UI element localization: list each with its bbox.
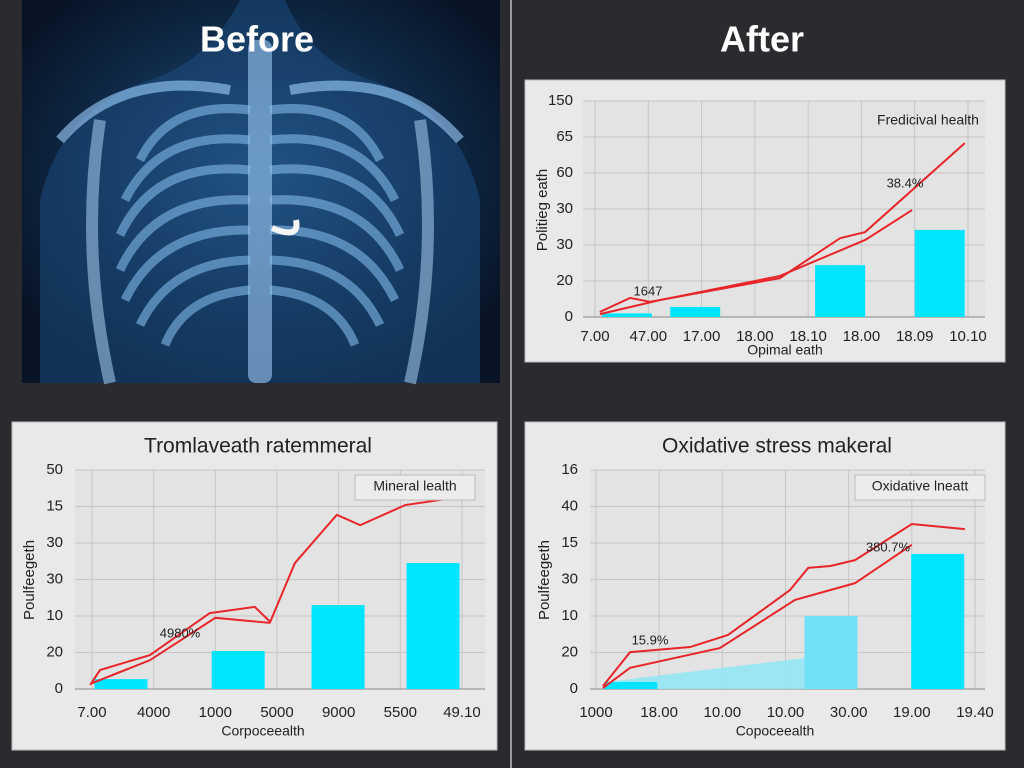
bar	[94, 679, 148, 689]
x-tick-label: 18.10	[789, 328, 827, 345]
annotation: 380.7%	[866, 539, 911, 554]
x-tick-label: 7.00	[580, 328, 609, 345]
y-tick-label: 30	[556, 236, 573, 253]
x-tick-label: 18.09	[896, 328, 934, 345]
x-tick-label: 1000	[199, 704, 232, 721]
chart-title: Tromlaveath ratemmeral	[144, 435, 372, 458]
annotation: 38.4%	[887, 175, 924, 190]
chart: 0 20 10 30 15 40 16 1000 18.00 10.00 10.00 30.00 19.…	[524, 421, 1006, 751]
x-tick-label: 1000	[579, 704, 612, 721]
y-tick-label: 15	[561, 534, 578, 551]
annotation: 15.9%	[632, 632, 669, 647]
y-tick-label: 50	[46, 461, 63, 478]
legend-box	[354, 474, 476, 501]
bar	[604, 682, 658, 689]
annotation: 4980%	[160, 625, 201, 640]
line	[602, 543, 913, 689]
y-tick-label: 30	[561, 570, 578, 587]
x-tick-label: 10.10	[949, 328, 987, 345]
y-axis-label: Poulfeegeth	[536, 540, 553, 620]
x-tick-label: 49.10	[443, 704, 481, 721]
x-tick-label: 4000	[137, 704, 170, 721]
bar	[311, 605, 365, 689]
x-tick-label: 18.00	[640, 704, 678, 721]
y-tick-label: 0	[565, 308, 573, 325]
bar	[914, 229, 965, 317]
area	[604, 657, 806, 689]
bar	[406, 563, 460, 689]
legend-label: Mineral lealth	[373, 478, 456, 494]
line	[602, 522, 965, 687]
x-tick-label: 18.00	[736, 328, 774, 345]
y-tick-label: 60	[556, 164, 573, 181]
line	[599, 142, 966, 313]
x-tick-label: 5000	[260, 704, 293, 721]
y-tick-label: 30	[556, 200, 573, 217]
bar	[670, 306, 721, 317]
y-tick-label: 30	[46, 534, 63, 551]
x-tick-label: 7.00	[77, 704, 106, 721]
heading: Before	[200, 19, 314, 60]
x-tick-label: 19.40	[956, 704, 994, 721]
x-axis-label: Opimal eath	[747, 342, 822, 358]
bar	[211, 651, 265, 689]
xray-image	[22, 0, 500, 385]
chart-title: Oxidative stress makeral	[662, 435, 892, 458]
y-tick-label: 65	[556, 128, 573, 145]
bar	[815, 265, 866, 317]
x-tick-label: 9000	[322, 704, 355, 721]
bar	[804, 616, 858, 689]
y-tick-label: 15	[46, 497, 63, 514]
y-tick-label: 10	[561, 607, 578, 624]
heading: After	[720, 19, 804, 60]
y-axis-label: Politieg eath	[534, 169, 551, 252]
x-tick-label: 47.00	[630, 328, 668, 345]
y-tick-label: 0	[55, 680, 63, 697]
legend-box	[854, 474, 986, 501]
legend-label: Oxidative lneatt	[872, 478, 969, 494]
y-tick-label: 20	[561, 643, 578, 660]
x-tick-label: 10.00	[767, 704, 805, 721]
line	[89, 496, 461, 686]
x-tick-label: 18.00	[843, 328, 881, 345]
y-tick-label: 0	[570, 680, 578, 697]
y-tick-label: 40	[561, 497, 578, 514]
y-axis-label: Poulfeegeth	[21, 540, 38, 620]
y-tick-label: 20	[46, 643, 63, 660]
y-tick-label: 150	[548, 92, 573, 109]
x-axis-label: Corpoceealth	[221, 723, 304, 739]
line	[91, 616, 271, 685]
y-tick-label: 20	[556, 272, 573, 289]
y-tick-label: 10	[46, 607, 63, 624]
y-tick-label: 16	[561, 461, 578, 478]
line	[599, 209, 913, 316]
chart: 0 20 10 30 30 15 50 7.00 4000 1000 5000 9000 5500 49.…	[11, 421, 498, 751]
annotation: 1647	[634, 283, 663, 298]
x-tick-label: 10.00	[704, 704, 742, 721]
legend-label: Fredicival health	[877, 112, 979, 128]
x-tick-label: 17.00	[683, 328, 721, 345]
x-tick-label: 30.00	[830, 704, 868, 721]
chart: 0 20 30 30 60 65 150 7.00 47.00 17.00 18.00 18.10 18…	[524, 79, 1006, 363]
x-tick-label: 5500	[384, 704, 417, 721]
x-tick-label: 19.00	[893, 704, 931, 721]
y-tick-label: 30	[46, 570, 63, 587]
bar	[601, 313, 652, 317]
bar	[911, 553, 965, 689]
x-axis-label: Copoceealth	[736, 723, 815, 739]
